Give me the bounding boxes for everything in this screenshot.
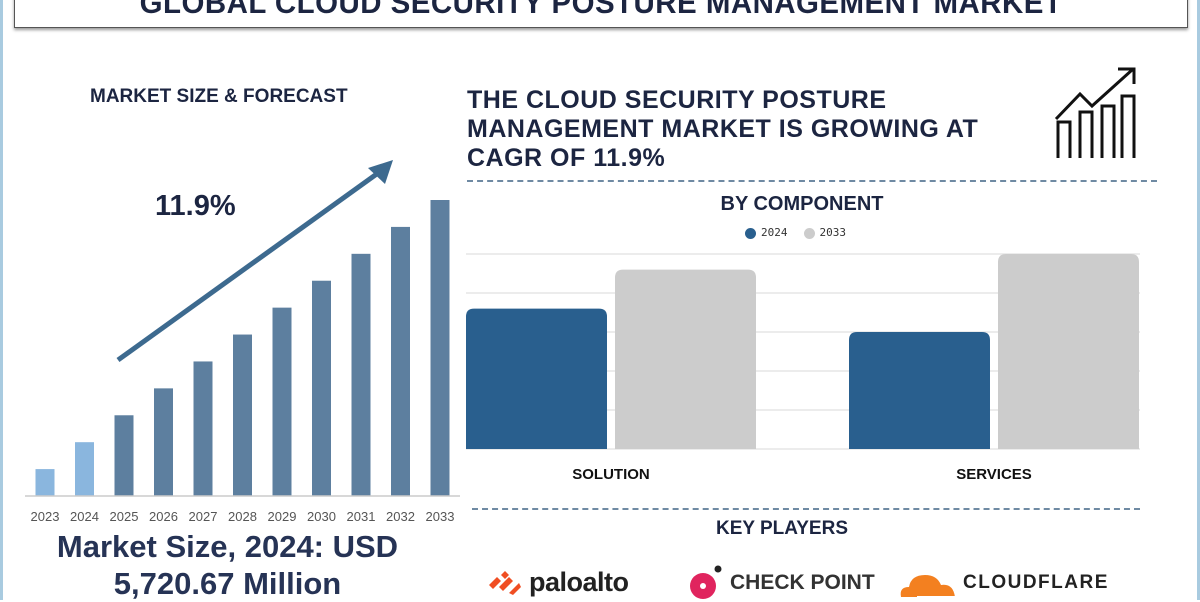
bar-2025 [114, 415, 134, 496]
market-size-text: Market Size, 2024: USD 5,720.67 Million [0, 528, 455, 602]
title-banner: GLOBAL CLOUD SECURITY POSTURE MANAGEMENT… [14, 0, 1188, 28]
bar-chart-growth-arrow-icon [1054, 67, 1136, 158]
chart-legend: 2024 2033 [745, 226, 846, 239]
market-size-heading: MARKET SIZE & FORECAST [90, 86, 348, 107]
category-label-services: SERVICES [956, 466, 1032, 483]
component-chart: SOLUTION SERVICES [466, 253, 1140, 483]
bar-2026 [154, 388, 173, 496]
bar-2028 [233, 334, 252, 496]
paloalto-icon [489, 570, 521, 595]
bar-2031 [351, 253, 371, 496]
key-players-heading: KEY PLAYERS [716, 518, 848, 539]
tick-label-2025: 2025 [110, 509, 139, 524]
frame-border-left [0, 0, 3, 600]
cloudflare-logo: CLOUDFLARE [897, 565, 1109, 600]
paloalto-logo: paloalto [487, 565, 629, 600]
component-heading: BY COMPONENT [720, 193, 884, 215]
bar-2023 [35, 469, 55, 496]
market-forecast-chart: 2023 2024 2025 2026 2027 2028 2029 2030 2031 2032… [25, 160, 460, 524]
headline: THE CLOUD SECURITY POSTURE MANAGEMENT MA… [467, 86, 979, 172]
divider-bottom [472, 508, 1140, 510]
legend-item-2033: 2033 [803, 226, 846, 239]
market-size-line1: Market Size, 2024: USD [56, 529, 399, 564]
frame-border-right [1197, 0, 1200, 600]
legend-dot-icon [745, 227, 756, 239]
market-size-line2: 5,720.67 Million [113, 566, 342, 601]
page-title: GLOBAL CLOUD SECURITY POSTURE MANAGEMENT… [139, 0, 1063, 20]
tick-label-2024: 2024 [70, 509, 99, 524]
tick-label-2033: 2033 [426, 509, 455, 524]
tick-label-2029: 2029 [268, 509, 297, 524]
legend-dot-icon [803, 227, 815, 239]
tick-label-2026: 2026 [149, 509, 178, 524]
trend-arrowhead-icon [368, 160, 393, 184]
checkpoint-icon [690, 565, 722, 599]
checkpoint-logo: CHECK POINT [688, 565, 875, 600]
bar-solution-2033 [615, 269, 756, 449]
cloudflare-icon [900, 574, 955, 598]
tick-label-2023: 2023 [31, 509, 60, 524]
tick-label-2032: 2032 [386, 509, 415, 524]
bar-services-2033 [998, 254, 1139, 449]
tick-label-2028: 2028 [228, 509, 257, 524]
divider-top [467, 180, 1157, 182]
bar-2024 [75, 442, 94, 496]
tick-label-2030: 2030 [307, 509, 336, 524]
trend-arrow-line [116, 165, 387, 363]
legend-item-2024: 2024 [745, 226, 788, 239]
bar-solution-2024 [466, 308, 607, 449]
category-label-solution: SOLUTION [572, 466, 650, 483]
bar-2029 [272, 307, 292, 496]
tick-label-2031: 2031 [347, 509, 376, 524]
bar-2027 [193, 361, 213, 496]
tick-label-2027: 2027 [189, 509, 218, 524]
bar-2033 [430, 200, 450, 496]
bar-services-2024 [849, 332, 990, 449]
bar-2032 [391, 226, 410, 496]
bar-2030 [312, 280, 331, 496]
cagr-label: 11.9% [155, 190, 236, 222]
